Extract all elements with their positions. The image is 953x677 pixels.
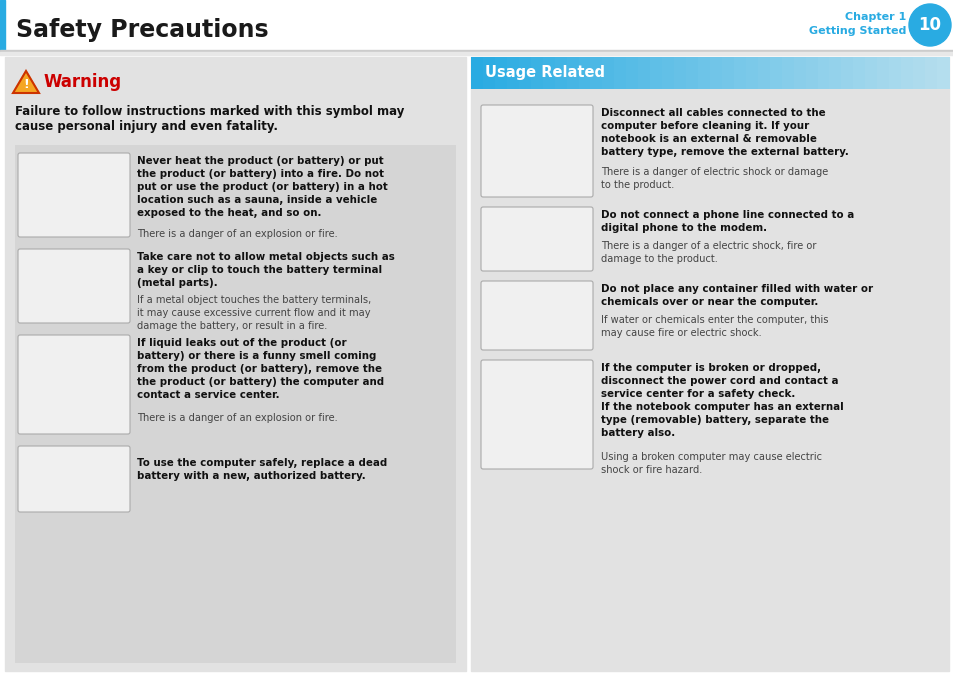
FancyBboxPatch shape (480, 281, 593, 350)
Bar (745, 57, 758, 89)
Text: Using a broken computer may cause electric
shock or fire hazard.: Using a broken computer may cause electr… (600, 452, 821, 475)
Bar (721, 57, 734, 89)
Bar (650, 57, 662, 89)
Text: Usage Related: Usage Related (484, 66, 604, 81)
Text: If the computer is broken or dropped,
disconnect the power cord and contact a
se: If the computer is broken or dropped, di… (600, 363, 842, 438)
Text: Do not place any container filled with water or
chemicals over or near the compu: Do not place any container filled with w… (600, 284, 872, 307)
Text: Chapter 1: Chapter 1 (843, 12, 905, 22)
Bar (709, 57, 722, 89)
Bar (638, 57, 651, 89)
FancyBboxPatch shape (18, 335, 130, 434)
Text: If liquid leaks out of the product (or
battery) or there is a funny smell coming: If liquid leaks out of the product (or b… (137, 338, 384, 400)
Bar (530, 57, 543, 89)
Bar (661, 57, 675, 89)
Bar (542, 57, 555, 89)
Bar (853, 57, 865, 89)
Text: If a metal object touches the battery terminals,
it may cause excessive current : If a metal object touches the battery te… (137, 295, 371, 331)
FancyBboxPatch shape (18, 446, 130, 512)
Bar (698, 57, 710, 89)
Text: There is a danger of electric shock or damage
to the product.: There is a danger of electric shock or d… (600, 167, 827, 190)
Bar (828, 57, 841, 89)
Text: Never heat the product (or battery) or put
the product (or battery) into a fire.: Never heat the product (or battery) or p… (137, 156, 387, 218)
Text: There is a danger of an explosion or fire.: There is a danger of an explosion or fir… (137, 229, 337, 239)
Bar (877, 57, 889, 89)
Text: cause personal injury and even fatality.: cause personal injury and even fatality. (15, 120, 277, 133)
Bar (506, 57, 519, 89)
Text: !: ! (23, 79, 29, 91)
Bar (601, 57, 615, 89)
Bar (888, 57, 902, 89)
Bar (804, 57, 818, 89)
Bar (578, 57, 591, 89)
Bar (5, 57, 465, 671)
FancyBboxPatch shape (18, 153, 130, 237)
Bar (0, 0, 5, 50)
Text: If water or chemicals enter the computer, this
may cause fire or electric shock.: If water or chemicals enter the computer… (600, 315, 827, 338)
Bar (614, 57, 627, 89)
Bar (471, 57, 948, 671)
Text: Take care not to allow metal objects such as
a key or clip to touch the battery : Take care not to allow metal objects suc… (137, 252, 395, 288)
FancyBboxPatch shape (480, 360, 593, 469)
Bar (912, 57, 925, 89)
Bar (841, 57, 854, 89)
Bar (15, 145, 456, 663)
Bar (626, 57, 639, 89)
Bar (495, 57, 507, 89)
Text: Failure to follow instructions marked with this symbol may: Failure to follow instructions marked wi… (15, 105, 404, 118)
Bar (769, 57, 781, 89)
Circle shape (908, 4, 950, 46)
Bar (793, 57, 805, 89)
Bar (936, 57, 949, 89)
Bar (590, 57, 603, 89)
Bar (554, 57, 567, 89)
Bar (864, 57, 878, 89)
Bar (674, 57, 686, 89)
Bar (901, 57, 913, 89)
FancyBboxPatch shape (480, 105, 593, 197)
Bar (781, 57, 794, 89)
Text: Do not connect a phone line connected to a
digital phone to the modem.: Do not connect a phone line connected to… (600, 210, 853, 233)
Text: To use the computer safely, replace a dead
battery with a new, authorized batter: To use the computer safely, replace a de… (137, 458, 387, 481)
Bar (0, 0, 953, 50)
Text: Safety Precautions: Safety Precautions (16, 18, 269, 42)
Text: There is a danger of a electric shock, fire or
damage to the product.: There is a danger of a electric shock, f… (600, 241, 816, 264)
Bar (817, 57, 830, 89)
Bar (757, 57, 770, 89)
Bar (0, 50, 953, 52)
Bar (924, 57, 937, 89)
Bar (685, 57, 699, 89)
Bar (566, 57, 578, 89)
FancyBboxPatch shape (480, 207, 593, 271)
Text: Disconnect all cables connected to the
computer before cleaning it. If your
note: Disconnect all cables connected to the c… (600, 108, 848, 157)
Text: 10: 10 (918, 16, 941, 34)
Bar (733, 57, 746, 89)
Bar (518, 57, 531, 89)
Text: There is a danger of an explosion or fire.: There is a danger of an explosion or fir… (137, 413, 337, 423)
Polygon shape (13, 71, 39, 93)
Bar (482, 57, 496, 89)
FancyBboxPatch shape (18, 249, 130, 323)
Text: Warning: Warning (44, 73, 122, 91)
Text: Getting Started: Getting Started (808, 26, 905, 36)
Bar (0, 52, 953, 55)
Bar (471, 57, 483, 89)
